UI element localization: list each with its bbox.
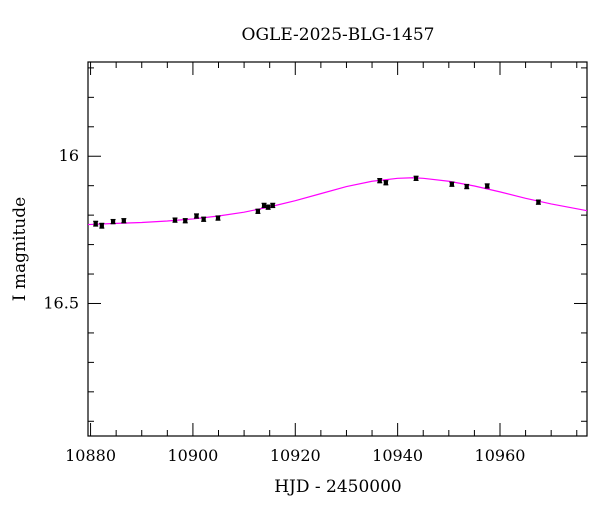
data-points-layer [93,175,541,229]
x-tick-label: 10920 [270,446,321,465]
point-marker [172,218,178,223]
model-curve [87,177,588,226]
data-point [99,222,105,229]
axis-ticks-layer [88,62,587,436]
data-point [265,204,271,210]
data-point [383,180,389,186]
data-point [182,218,188,224]
data-point [270,202,276,209]
point-marker [449,182,454,187]
x-tick-label: 10880 [65,446,116,465]
x-tick-label: 10960 [475,446,526,465]
y-tick-label: 16 [59,146,79,165]
data-point [377,178,383,184]
data-point [464,183,470,190]
data-point [121,218,127,224]
point-marker [377,178,382,183]
point-marker [121,218,126,223]
point-marker [201,217,206,222]
x-tick-labels: 10880 10900 10920 10940 10960 [65,446,525,465]
data-point [484,183,490,189]
point-marker [266,205,271,210]
point-marker [110,219,116,224]
x-tick-label: 10900 [167,446,218,465]
data-point [215,215,221,221]
plot-frame [87,61,588,437]
data-point [449,181,455,187]
point-marker [99,223,104,228]
y-tick-labels: 16 16.5 [43,146,79,312]
model-curve-layer [87,177,588,226]
point-marker [413,176,419,181]
data-point [255,208,261,214]
point-marker [464,184,469,189]
point-marker [261,203,267,208]
point-marker [93,221,98,226]
point-marker [194,213,199,219]
data-point [110,218,116,225]
plot-area [87,61,588,437]
point-marker [536,200,541,205]
data-point [261,202,267,209]
data-point [194,213,200,219]
x-axis-label: HJD - 2450000 [274,477,402,497]
x-tick-label: 10940 [372,446,423,465]
point-marker [383,180,388,185]
point-marker [183,218,188,223]
point-marker [270,203,275,208]
data-point [172,217,178,223]
data-point [535,199,541,205]
y-axis-label: I magnitude [10,197,30,301]
y-tick-label: 16.5 [43,293,79,312]
data-point [93,220,99,227]
data-point [413,175,419,181]
chart-title: OGLE-2025-BLG-1457 [242,25,435,45]
point-marker [255,209,261,214]
point-marker [215,215,221,221]
point-marker [485,183,490,189]
data-point [201,216,207,222]
